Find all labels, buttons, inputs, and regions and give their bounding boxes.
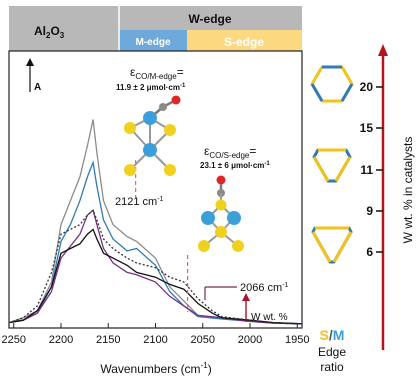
molecule-s-edge xyxy=(198,175,244,252)
spectrum-line-5 xyxy=(8,209,303,325)
x-tick-label: 2000 xyxy=(238,334,262,346)
edge-ratio-sm: S/M xyxy=(320,327,345,343)
y-axis-label: A xyxy=(34,82,41,93)
right-tick-label: 11 xyxy=(360,163,373,177)
edge-ratio-hexagon-top xyxy=(310,65,354,103)
w-wt-arrow-head xyxy=(242,293,250,301)
edge-ratio-hexagon-bottom xyxy=(311,226,353,264)
right-tick-label: 6 xyxy=(366,245,373,259)
s-edge-box xyxy=(187,30,302,51)
al2o3-label: Al2O3 xyxy=(34,24,65,40)
peak1-value: 11.9 ± 2 μmol·cm-1 xyxy=(116,83,186,92)
x-axis-title: Wavenumbers (cm-1) xyxy=(100,361,211,376)
peak2-epsilon: εCO/S-edge= xyxy=(204,144,256,160)
right-tick-label: 20 xyxy=(360,80,374,94)
x-tick-label: 2200 xyxy=(49,334,73,346)
edge-ratio-hexagon-middle xyxy=(312,148,352,183)
spectra-series xyxy=(8,119,303,325)
m-edge-label: M-edge xyxy=(136,37,171,48)
right-axis-arrow-head xyxy=(378,44,388,56)
w-wt-label: W wt. % xyxy=(251,312,288,323)
w-edge-label: W-edge xyxy=(188,12,231,26)
spectrum-line-4 xyxy=(8,228,303,325)
right-tick-label: 15 xyxy=(360,121,374,135)
spectrum-line-2 xyxy=(8,160,303,325)
right-tick-label: 9 xyxy=(366,204,373,218)
x-tick-label: 2100 xyxy=(143,334,167,346)
absorbance-arrow-head xyxy=(26,58,34,66)
peak2-position: 2066 cm-1 xyxy=(240,282,289,294)
m-edge-box xyxy=(119,30,187,51)
x-tick-label: 1950 xyxy=(285,334,309,346)
x-tick-label: 2250 xyxy=(1,334,25,346)
edge-ratio-line1: Edge xyxy=(318,345,346,359)
header-right-box xyxy=(119,6,302,30)
right-axis-ticks: 20 15 11 9 6 xyxy=(360,80,383,259)
molecule-m-edge xyxy=(124,95,181,176)
peak2-value: 23.1 ± 6 μmol·cm-1 xyxy=(200,161,270,170)
header-left-box xyxy=(9,6,119,51)
right-axis-title: W wt. % in catalysts xyxy=(401,137,415,244)
x-axis-ticks: 2250 2200 2150 2100 2050 2000 1950 xyxy=(1,323,310,346)
x-tick-label: 2150 xyxy=(96,334,120,346)
edge-ratio-line2: ratio xyxy=(320,360,344,374)
s-edge-label: S-edge xyxy=(224,35,264,49)
x-tick-label: 2050 xyxy=(191,334,215,346)
peak1-epsilon: εCO/M-edge= xyxy=(130,65,184,81)
peak1-position: 2121 cm-1 xyxy=(115,196,164,208)
